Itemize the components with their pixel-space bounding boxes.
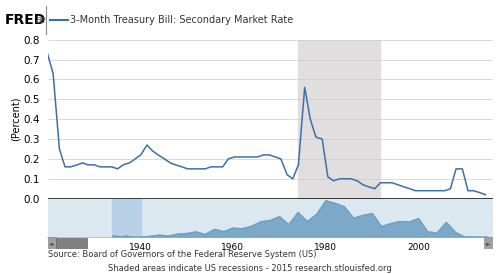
Text: 3-Month Treasury Bill: Secondary Market Rate: 3-Month Treasury Bill: Secondary Market … <box>70 15 293 25</box>
Text: ►: ► <box>486 241 490 246</box>
Text: FRED: FRED <box>5 13 46 27</box>
Bar <box>298 40 380 199</box>
Text: ◄: ◄ <box>50 241 54 246</box>
Bar <box>56 238 86 249</box>
Bar <box>48 237 56 249</box>
Bar <box>484 237 492 249</box>
Bar <box>112 199 142 237</box>
Text: æ: æ <box>36 15 46 25</box>
Y-axis label: (Percent): (Percent) <box>10 97 20 141</box>
Text: Shaded areas indicate US recessions - 2015 research.stlouisfed.org: Shaded areas indicate US recessions - 20… <box>108 264 392 273</box>
Text: Source: Board of Governors of the Federal Reserve System (US): Source: Board of Governors of the Federa… <box>48 250 316 259</box>
